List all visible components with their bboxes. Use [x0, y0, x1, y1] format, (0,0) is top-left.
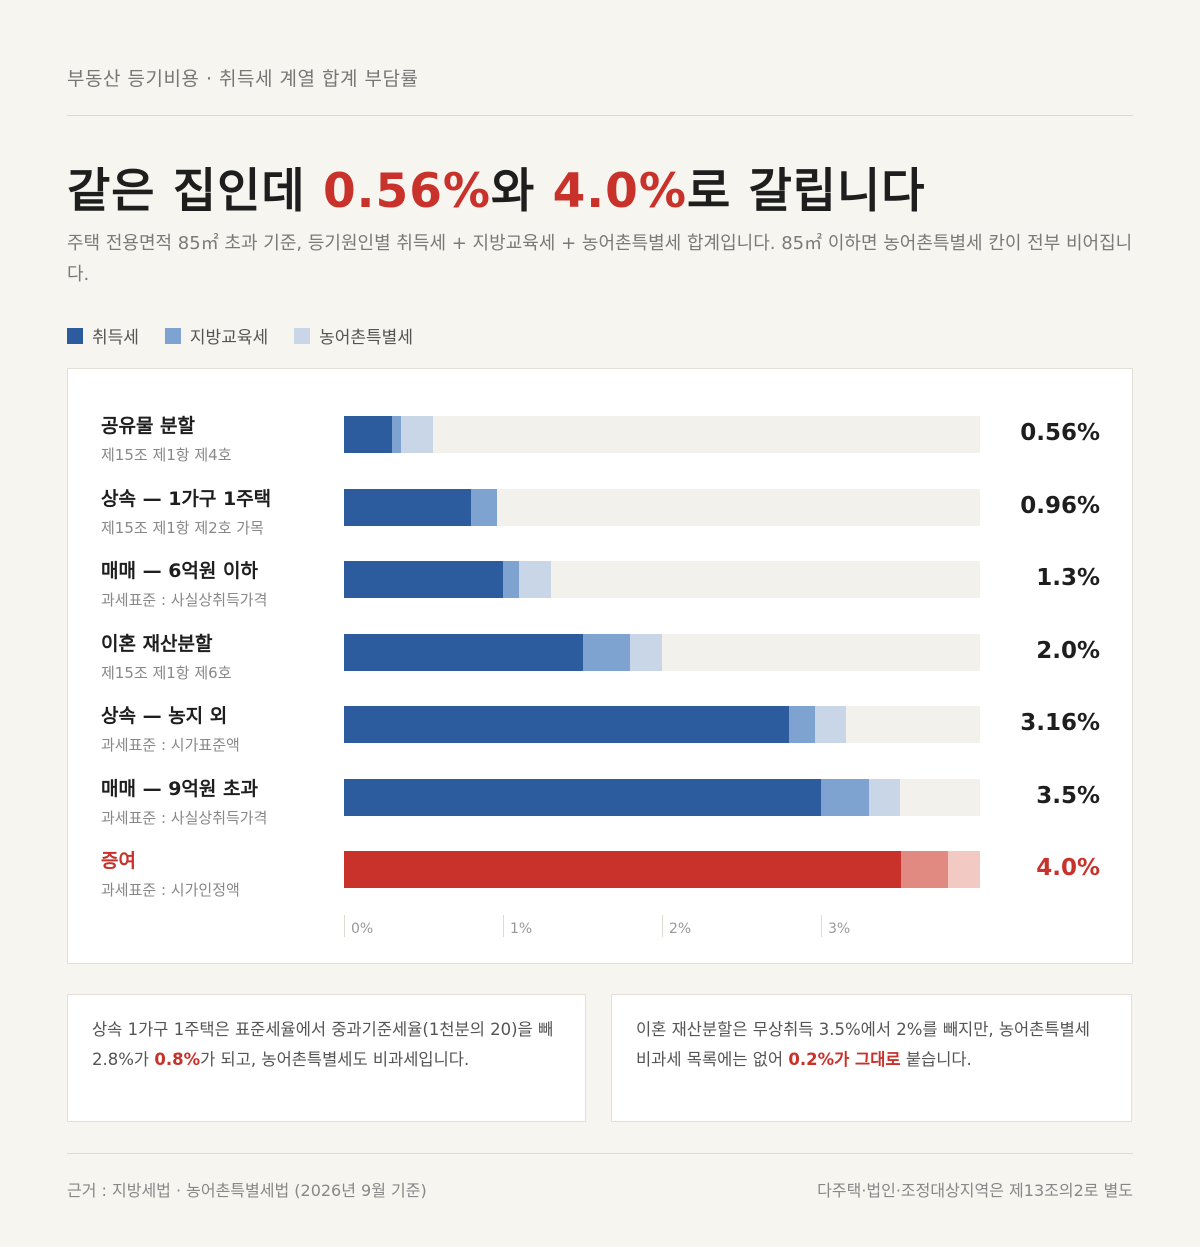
- footer-source: 근거 : 지방세법 · 농어촌특별세법 (2026년 9월 기준): [67, 1181, 427, 1200]
- bar-track: [344, 851, 980, 888]
- bar-segment-acquisition: [344, 778, 821, 816]
- bar-segment-acquisition: [344, 633, 583, 671]
- bar-segment-education: [900, 851, 949, 888]
- x-axis-tick: [503, 915, 504, 937]
- x-axis-tick-label: 2%: [669, 921, 692, 937]
- legend-swatch-rural: [294, 327, 311, 344]
- x-axis-tick-label: 0%: [351, 921, 374, 937]
- bar-track: [344, 488, 980, 526]
- legend-swatch-education: [164, 327, 181, 344]
- bar-segment-rural: [518, 561, 551, 598]
- bar-segment-education: [503, 561, 519, 598]
- bar-segment-rural: [948, 851, 980, 888]
- row-subtitle: 제15조 제1항 제4호: [101, 446, 232, 464]
- kicker: 부동산 등기비용 · 취득세 계열 합계 부담률: [67, 68, 419, 90]
- footer-note: 다주택·법인·조정대상지역은 제13조의2로 별도: [817, 1181, 1133, 1200]
- bar-total-label: 3.16%: [1020, 710, 1100, 736]
- row-subtitle: 과세표준 : 시가표준액: [101, 736, 240, 754]
- row-subtitle: 제15조 제1항 제6호: [101, 663, 232, 682]
- bar-segment-acquisition: [344, 851, 901, 888]
- bar-total-label: 1.3%: [1036, 565, 1100, 591]
- bar-track: [344, 561, 980, 598]
- legend-item-acquisition: 취득세: [67, 323, 139, 348]
- row-title: 증여: [101, 850, 136, 872]
- row-subtitle: 제15조 제1항 제2호 가목: [101, 518, 264, 537]
- row-title: 공유물 분할: [101, 415, 196, 437]
- note-left-post: 가 되고, 농어촌특별세도 비과세입니다.: [200, 1050, 470, 1069]
- legend-label-rural: 농어촌특별세: [319, 328, 413, 348]
- legend: 취득세 지방교육세 농어촌특별세: [67, 323, 413, 348]
- bar-track: [344, 706, 980, 743]
- legend-item-rural: 농어촌특별세: [294, 323, 413, 348]
- bar-total-label: 0.56%: [1020, 420, 1100, 446]
- legend-label-acquisition: 취득세: [92, 328, 139, 348]
- x-axis-tick-label: 3%: [828, 921, 851, 937]
- legend-label-education: 지방교육세: [189, 328, 269, 348]
- row-subtitle: 과세표준 : 시가인정액: [101, 881, 240, 899]
- bar-segment-education: [471, 488, 497, 526]
- x-axis-tick-label: 1%: [510, 921, 533, 937]
- bar-track: [344, 633, 980, 671]
- note-right-highlight: 0.2%가 그대로: [788, 1050, 901, 1069]
- bar-segment-acquisition: [344, 488, 472, 526]
- legend-item-education: 지방교육세: [164, 323, 269, 348]
- note-left-highlight: 0.8%: [154, 1050, 201, 1069]
- note-right-pre: 이혼 재산분할은 무상취득 3.5%에서 2%를 빼지만, 농어촌특별세 비과세…: [636, 1020, 1090, 1069]
- bar-segment-acquisition: [344, 416, 392, 453]
- bar-segment-acquisition: [344, 706, 790, 743]
- bar-segment-education: [789, 706, 815, 743]
- page-title: 같은 집인데 0.56%와 4.0%로 갈립니다: [67, 152, 926, 221]
- bar-track: [344, 416, 980, 453]
- bar-segment-rural: [868, 778, 901, 816]
- bar-total-label: 3.5%: [1036, 782, 1100, 809]
- headline-post: 로 갈립니다: [686, 164, 926, 219]
- bar-total-label: 2.0%: [1036, 637, 1100, 664]
- legend-swatch-acquisition: [67, 327, 83, 344]
- note-right-post: 붙습니다.: [900, 1050, 972, 1069]
- row-title: 매매 — 6억원 이하: [101, 560, 258, 582]
- row-subtitle: 과세표준 : 사실상취득가격: [101, 808, 268, 827]
- row-title: 이혼 재산분할: [101, 632, 213, 655]
- bar-segment-rural: [814, 706, 847, 743]
- x-axis-tick: [662, 915, 663, 937]
- bottom-divider: [67, 1153, 1133, 1154]
- chart-card: 공유물 분할 제15조 제1항 제4호 0.56% 상속 — 1가구 1주택 제15조 …: [67, 368, 1133, 964]
- note-left: 상속 1가구 1주택은 표준세율에서 중과기준세율(1천분의 20)을 빼 2.…: [67, 994, 586, 1122]
- row-subtitle: 과세표준 : 사실상취득가격: [101, 591, 268, 609]
- row-title: 상속 — 1가구 1주택: [101, 487, 272, 510]
- top-divider: [67, 115, 1133, 116]
- bar-segment-rural: [630, 633, 662, 671]
- x-axis-tick: [344, 915, 345, 937]
- bar-segment-education: [821, 778, 869, 816]
- bar-track: [344, 778, 980, 816]
- bar-segment-education: [391, 416, 402, 453]
- bar-total-label: 0.96%: [1020, 492, 1100, 519]
- bar-segment-education: [582, 633, 631, 671]
- row-title: 상속 — 농지 외: [101, 705, 228, 727]
- headline-pre: 같은 집인데: [67, 164, 323, 219]
- subtitle: 주택 전용면적 85㎡ 초과 기준, 등기원인별 취득세 + 지방교육세 + 농…: [67, 233, 1133, 285]
- x-axis-tick: [821, 915, 822, 937]
- headline-value-a: 0.56%: [322, 164, 491, 219]
- headline-value-b: 4.0%: [552, 164, 687, 219]
- headline-mid: 와: [491, 164, 553, 219]
- row-title: 매매 — 9억원 초과: [101, 777, 258, 800]
- note-right: 이혼 재산분할은 무상취득 3.5%에서 2%를 빼지만, 농어촌특별세 비과세…: [611, 994, 1132, 1122]
- bar-segment-acquisition: [344, 561, 503, 598]
- note-left-pre: 상속 1가구 1주택은 표준세율에서 중과기준세율(1천분의 20)을 빼 2.…: [92, 1020, 554, 1069]
- bar-segment-rural: [401, 416, 434, 453]
- bar-total-label: 4.0%: [1036, 855, 1100, 881]
